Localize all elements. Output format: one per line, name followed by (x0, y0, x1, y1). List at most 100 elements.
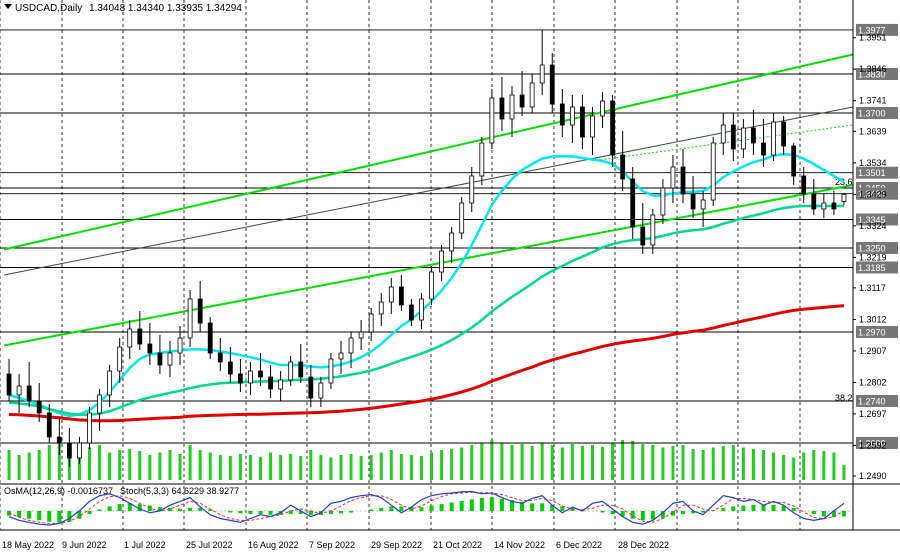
candle-body (620, 154, 626, 180)
y-tick-label: 1.3012 (859, 314, 887, 324)
candle-body (700, 199, 706, 210)
price-level-badge (856, 68, 898, 80)
volume-bar (842, 465, 846, 480)
osma-bar (67, 511, 72, 522)
osma-bar (288, 511, 293, 515)
osma-bar (117, 504, 122, 511)
x-tick-label: 21 Oct 2022 (433, 540, 482, 550)
candle-body (328, 358, 334, 384)
osma-bar (107, 506, 112, 511)
osma-bar (137, 504, 142, 511)
volume-bar (248, 455, 252, 480)
x-tick-label: 9 Jun 2022 (62, 540, 107, 550)
volume-bar (329, 457, 333, 480)
price-level-badge (856, 261, 898, 274)
volume-bar (279, 455, 283, 480)
volume-bar (490, 440, 494, 480)
volume-bar (77, 450, 81, 480)
osma-bar (831, 511, 836, 518)
candle-body (720, 124, 726, 144)
volume-bar (108, 452, 112, 480)
volume-bar (580, 446, 584, 480)
candle-body (680, 166, 686, 195)
price-level-lines: 23.638.2 (0, 29, 853, 444)
osma-bar (550, 504, 555, 511)
candle-body (761, 142, 766, 156)
price-level-badge (856, 107, 898, 119)
volume-bar (621, 440, 625, 480)
volume-bar (822, 451, 826, 480)
volume-bar (731, 445, 735, 480)
price-level-label: 1.3977 (858, 25, 886, 35)
volume-bar (520, 444, 524, 480)
volume-bar (218, 455, 222, 480)
dropdown-arrow-icon[interactable] (4, 4, 12, 9)
volume-bar (399, 454, 403, 480)
osma-bar (419, 507, 424, 511)
price-level-label: 1.3830 (858, 70, 886, 80)
candle-body (46, 412, 52, 438)
price-level-label: 1.2600 (858, 439, 886, 449)
osma-bar (349, 511, 354, 513)
volume-bar (721, 446, 725, 480)
osma-bar (841, 511, 846, 517)
stoch-label: Stoch(5,3,3) 64.6229 38.9277 (120, 486, 239, 496)
candle-body (66, 442, 72, 459)
price-axis: 1.39771.38301.37001.35011.34501.34311.33… (852, 0, 898, 530)
volume-bar (269, 452, 273, 480)
osma-bar (77, 511, 82, 519)
moving-averages (8, 152, 845, 423)
volume-bar (631, 441, 635, 480)
candle-body (358, 331, 364, 339)
volume-bar (238, 454, 242, 480)
trend-line (3, 184, 854, 347)
candle-body (26, 385, 32, 402)
volume-bar (590, 445, 594, 480)
osma-bar (258, 511, 263, 515)
candle-body (730, 124, 736, 150)
candle-body (751, 127, 756, 144)
candle-body (821, 202, 827, 210)
osma-bar (530, 503, 535, 511)
volume-bar (178, 454, 182, 480)
volume-bar (148, 455, 152, 480)
volume-bar (168, 450, 172, 480)
osma-bar (469, 499, 474, 511)
candle-body (630, 178, 636, 228)
price-level-label: 1.2970 (858, 328, 886, 338)
candle-body (197, 298, 203, 324)
volume-bar (37, 450, 41, 480)
osma-bar (409, 507, 414, 511)
candle-body (539, 64, 545, 84)
osma-bar (540, 503, 545, 511)
candle-body (16, 385, 22, 396)
volume-bar (530, 446, 534, 480)
candle-body (398, 286, 404, 306)
candle-body (409, 304, 414, 321)
osma-bar (499, 498, 504, 511)
osma-bar (188, 507, 193, 511)
candle-body (87, 412, 92, 444)
candle-body (610, 100, 616, 156)
candle-body (227, 361, 233, 375)
price-level-label: 1.3501 (858, 168, 886, 178)
volume-bar (198, 450, 202, 480)
osma-bar (681, 511, 686, 515)
osma-bar (771, 504, 776, 511)
osma-bar (389, 506, 394, 511)
trend-line (3, 106, 854, 276)
volume-bar (671, 446, 675, 480)
osma-bar (731, 506, 736, 511)
candle-body (419, 298, 424, 321)
osma-bar (459, 500, 464, 511)
osma-bar (449, 502, 454, 511)
candle-body (237, 373, 243, 384)
volume-bar (409, 455, 413, 480)
candle-body (117, 346, 123, 372)
volume-bar (540, 442, 544, 480)
volume-bar (802, 452, 806, 480)
volume-bar (379, 452, 383, 480)
moving-average-line (8, 304, 845, 423)
osma-bar (298, 511, 303, 515)
candle-body (167, 352, 173, 366)
